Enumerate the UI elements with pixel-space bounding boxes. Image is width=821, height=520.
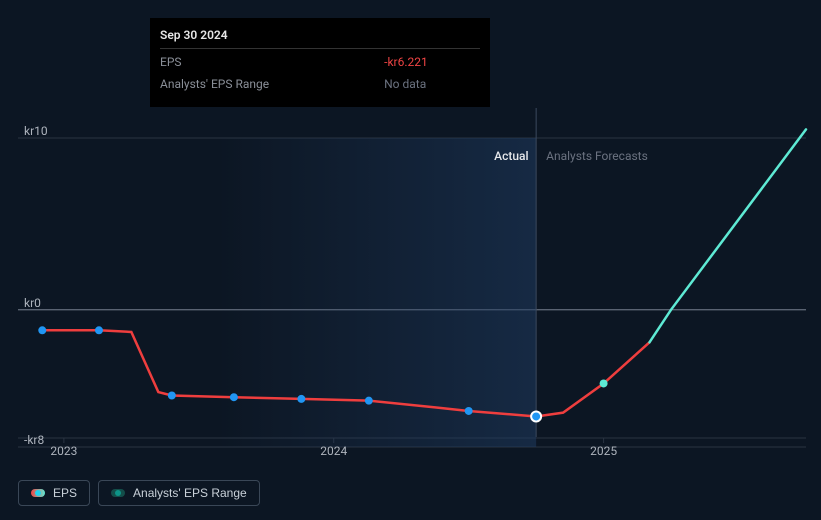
y-axis-label: kr0 xyxy=(24,296,41,310)
tooltip-table: EPS -kr6.221 Analysts' EPS Range No data xyxy=(160,51,480,95)
legend-item-range[interactable]: Analysts' EPS Range xyxy=(98,480,260,506)
y-axis-label: kr10 xyxy=(24,124,48,138)
x-axis-label: 2025 xyxy=(590,444,617,458)
x-axis-label: 2023 xyxy=(50,444,77,458)
tooltip-title: Sep 30 2024 xyxy=(160,26,480,49)
tooltip-row-value: No data xyxy=(324,73,480,95)
legend-swatch-icon xyxy=(111,489,125,497)
chart-tooltip: Sep 30 2024 EPS -kr6.221 Analysts' EPS R… xyxy=(150,18,490,107)
y-axis-label: -kr8 xyxy=(24,433,44,447)
legend-label: Analysts' EPS Range xyxy=(133,486,247,500)
x-axis-label: 2024 xyxy=(320,444,347,458)
legend-swatch-icon xyxy=(31,489,45,497)
tooltip-row-label: Analysts' EPS Range xyxy=(160,73,324,95)
region-label-forecast: Analysts Forecasts xyxy=(546,149,648,163)
tooltip-row-label: EPS xyxy=(160,51,324,73)
region-label-actual: Actual xyxy=(494,149,528,163)
chart-container: kr10 kr0 -kr8 2023 2024 2025 Actual Anal… xyxy=(0,0,821,520)
tooltip-row-value: -kr6.221 xyxy=(324,51,480,73)
chart-legend: EPS Analysts' EPS Range xyxy=(18,480,260,506)
legend-label: EPS xyxy=(53,486,77,500)
legend-item-eps[interactable]: EPS xyxy=(18,480,90,506)
